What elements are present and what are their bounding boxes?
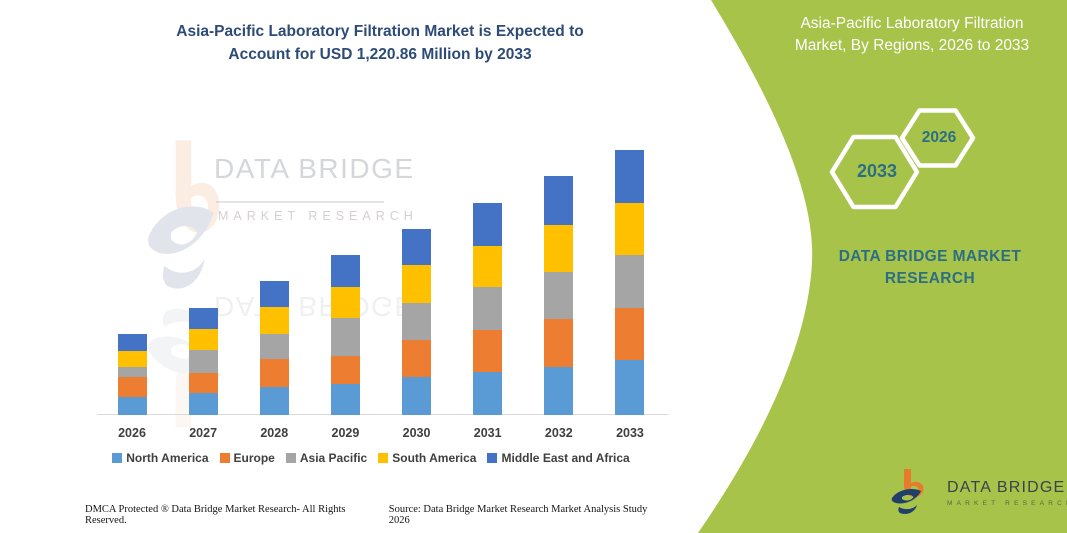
legend-swatch <box>219 453 230 463</box>
footer: DMCA Protected ® Data Bridge Market Rese… <box>85 504 670 526</box>
bar-segment-north-america <box>544 367 574 415</box>
bar-segment-asia-pacific <box>330 317 360 356</box>
bar-segment-europe <box>615 307 645 361</box>
legend-swatch <box>285 453 296 463</box>
bar-segment-europe <box>330 355 360 384</box>
bar-segment-asia-pacific <box>259 334 289 359</box>
legend-item-south-america: South America <box>378 451 476 465</box>
legend-label: Middle East and Africa <box>501 451 630 465</box>
dbmr-logo: DATA BRIDGE MARKET RESEARCH <box>889 467 1067 519</box>
chart-title-line1: Asia-Pacific Laboratory Filtration Marke… <box>176 23 584 40</box>
bar-segment-europe <box>117 377 147 397</box>
bar-segment-europe <box>259 359 289 387</box>
stacked-bar-2029 <box>330 255 360 415</box>
x-axis-label-2026: 2026 <box>118 426 146 440</box>
brand-wordmark: DATA BRIDGE MARKET RESEARCH <box>800 246 1060 290</box>
bar-segment-north-america <box>330 383 360 415</box>
bar-segment-asia-pacific <box>615 255 645 308</box>
dbmr-logo-icon <box>891 469 924 514</box>
bar-segment-asia-pacific <box>473 287 503 331</box>
legend-item-middle-east-and-africa: Middle East and Africa <box>487 451 630 465</box>
hexagon-2033-label: 2033 <box>856 161 898 181</box>
green-shape <box>698 0 1067 533</box>
legend-swatch <box>112 453 123 463</box>
stacked-bar-2033 <box>615 150 645 415</box>
legend-swatch <box>487 453 498 463</box>
right-panel-title-line1: Asia-Pacific Laboratory Filtration <box>800 15 1024 32</box>
legend-label: South America <box>392 451 477 465</box>
x-axis-label-2032: 2032 <box>544 426 573 440</box>
legend-label: North America <box>126 451 209 465</box>
right-panel-title-line2: Market, By Regions, 2026 to 2033 <box>794 37 1030 54</box>
stacked-bar-2031 <box>473 202 503 415</box>
bar-segment-north-america <box>259 387 289 415</box>
dbmr-logo-title: DATA BRIDGE <box>947 479 1066 496</box>
bar-segment-europe <box>544 318 574 368</box>
bar-segment-middle-east-and-africa <box>402 229 432 266</box>
footer-dmca-text: DMCA Protected ® Data Bridge Market Rese… <box>85 504 346 526</box>
bar-segment-south-america <box>615 202 645 256</box>
bar-segment-middle-east-and-africa <box>473 202 503 246</box>
legend-swatch <box>378 453 389 463</box>
bar-segment-europe <box>473 330 503 373</box>
bar-segment-middle-east-and-africa <box>117 334 147 351</box>
stacked-bar-2030 <box>402 229 432 415</box>
legend-item-asia-pacific: Asia Pacific <box>285 451 368 465</box>
bar-segment-north-america <box>473 372 503 415</box>
x-axis-label-2031: 2031 <box>473 426 502 440</box>
bar-segment-north-america <box>402 377 432 415</box>
bar-segment-asia-pacific <box>544 271 574 319</box>
chart-title: Asia-Pacific Laboratory Filtration Marke… <box>95 20 665 66</box>
hexagon-2026-outline <box>899 108 976 168</box>
bar-segment-europe <box>402 340 432 378</box>
stacked-bar-2032 <box>544 176 574 415</box>
bar-segment-asia-pacific <box>402 302 432 341</box>
bar-segment-south-america <box>330 286 360 318</box>
bar-segment-south-america <box>117 350 147 368</box>
bar-segment-asia-pacific <box>117 367 147 378</box>
bar-segment-south-america <box>402 265 432 303</box>
x-axis-line <box>97 414 668 415</box>
legend-label: Asia Pacific <box>299 451 368 465</box>
x-axis-label-2030: 2030 <box>402 426 431 440</box>
hexagon-2026-label: 2026 <box>921 129 957 146</box>
bar-segment-middle-east-and-africa <box>544 176 574 225</box>
brand-wordmark-line1: DATA BRIDGE MARKET <box>838 248 1022 265</box>
legend-label: Europe <box>233 451 275 465</box>
x-axis-label-2028: 2028 <box>260 426 289 440</box>
legend-item-north-america: North America <box>112 451 209 465</box>
bar-segment-middle-east-and-africa <box>615 150 645 203</box>
chart-title-line2: Account for USD 1,220.86 Million by 2033 <box>228 46 532 63</box>
right-panel-title: Asia-Pacific Laboratory Filtration Marke… <box>763 13 1061 57</box>
stacked-bar-2028 <box>259 281 289 415</box>
dbmr-logo-text: DATA BRIDGE MARKET RESEARCH <box>947 479 1067 507</box>
chart-legend: North America Europe Asia Pacific South Ame… <box>60 451 682 465</box>
bar-segment-south-america <box>259 307 289 335</box>
bar-segment-south-america <box>473 245 503 288</box>
footer-source-text: Source: Data Bridge Market Research Mark… <box>388 504 648 526</box>
brand-wordmark-line2: RESEARCH <box>884 270 976 287</box>
bar-segment-middle-east-and-africa <box>259 281 289 308</box>
x-axis-label-2033: 2033 <box>616 426 644 440</box>
legend-item-europe: Europe <box>219 451 275 465</box>
bar-segment-middle-east-and-africa <box>330 255 360 287</box>
stacked-bar-2026 <box>117 334 147 415</box>
x-axis-label-2027: 2027 <box>189 426 218 440</box>
x-axis-label-2029: 2029 <box>331 426 360 440</box>
bar-segment-south-america <box>544 224 574 272</box>
hexagon-2033-outline <box>829 134 920 210</box>
dbmr-logo-subtitle: MARKET RESEARCH <box>947 500 1067 507</box>
bar-segment-north-america <box>615 360 645 415</box>
bar-segment-north-america <box>117 396 147 415</box>
